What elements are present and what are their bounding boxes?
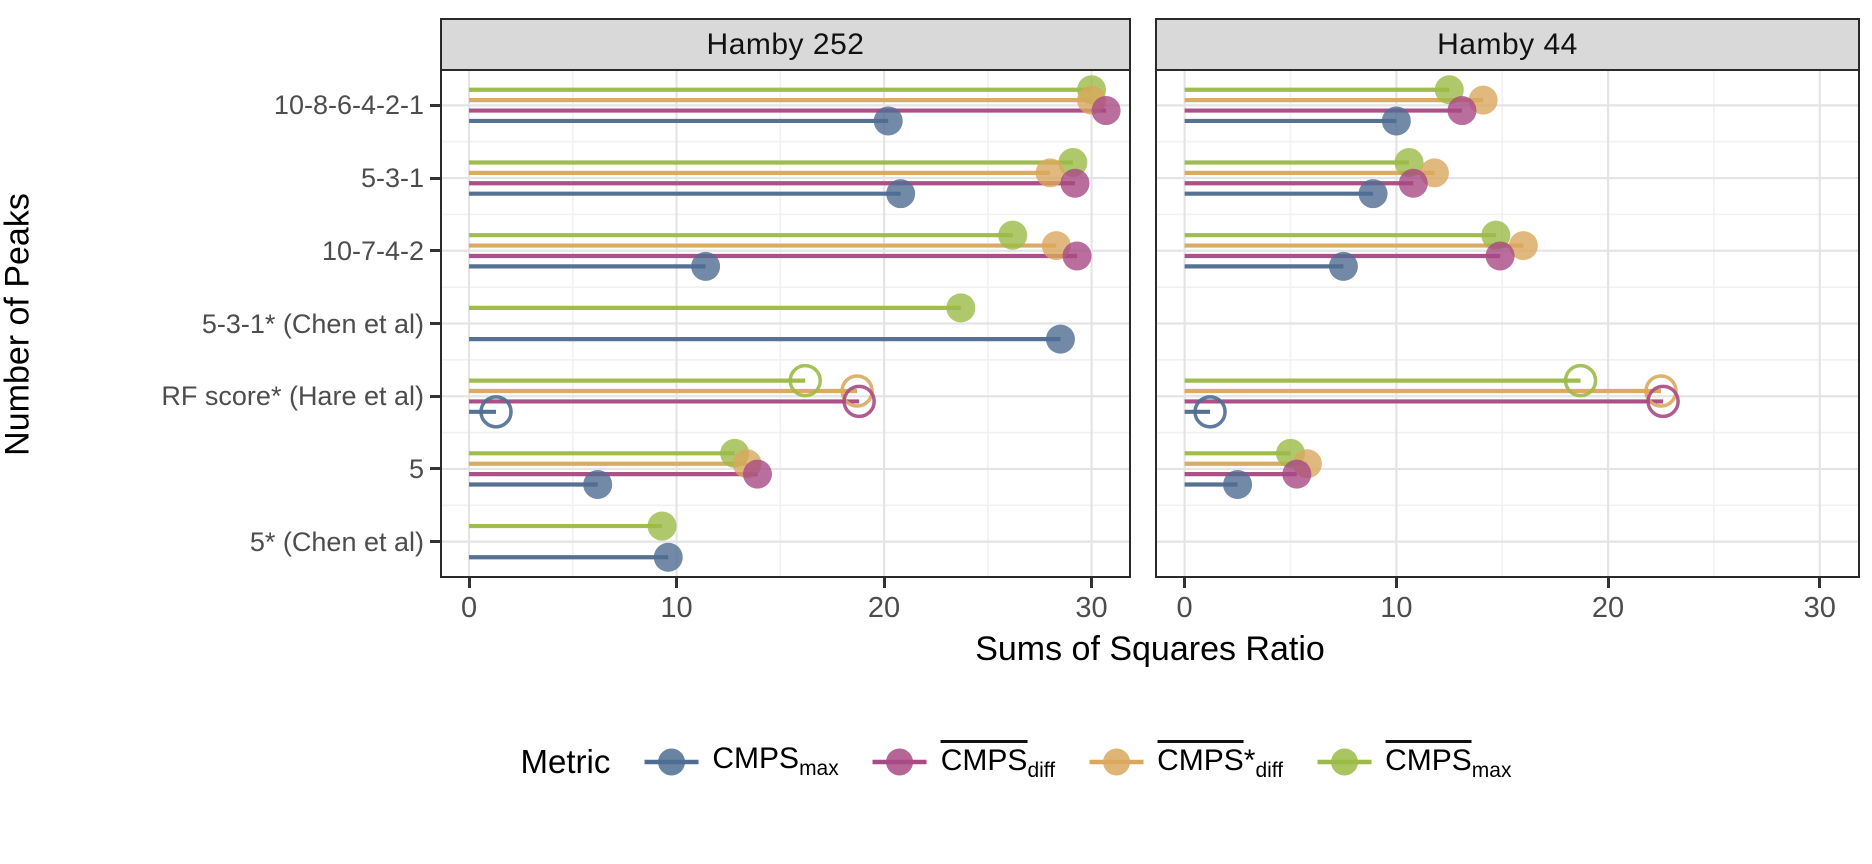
lollipop-dot <box>1328 251 1358 281</box>
plot-panel-hamby-44 <box>1155 69 1860 578</box>
y-axis-title: Number of Peaks <box>0 193 37 456</box>
lollipop-open-dot <box>1646 384 1680 419</box>
lollipop-open-dot <box>788 363 822 398</box>
lollipop-dot <box>1035 158 1065 188</box>
lollipop-dot <box>1060 168 1090 198</box>
y-category-label: 5-3-1* (Chen et al) <box>201 308 424 339</box>
legend-key-icon <box>872 748 927 775</box>
lollipop-dot <box>1381 106 1411 136</box>
lollipop-dot <box>1058 147 1088 177</box>
x-tick-label: 20 <box>1591 592 1625 624</box>
legend-item-3: CMPSmax <box>1315 740 1511 783</box>
lollipop-dot <box>653 542 683 572</box>
legend-items: CMPSmax CMPSdiff CMPS*diff CMPSmax <box>642 740 1511 783</box>
x-tick-label: 30 <box>1075 592 1108 624</box>
x-tick-mark <box>467 578 471 588</box>
lollipop-dot <box>946 293 976 323</box>
y-category-label: 5 <box>408 453 424 484</box>
facet-title-hamby-252: Hamby 252 <box>706 27 865 61</box>
facet-title-hamby-44: Hamby 44 <box>1437 27 1578 61</box>
lollipop-dot <box>1045 324 1075 354</box>
facet-strip-hamby-252: Hamby 252 <box>440 18 1131 71</box>
legend-item-0: CMPSmax <box>642 742 839 781</box>
legend-item-2: CMPS*diff <box>1087 740 1283 783</box>
y-tick-mark <box>430 322 440 325</box>
legend-item-1: CMPSdiff <box>871 740 1055 783</box>
lollipop-dot <box>1434 75 1464 105</box>
lollipop-dot <box>873 106 903 136</box>
x-tick-label: 0 <box>460 592 478 624</box>
y-tick-mark <box>430 467 440 471</box>
legend-item-label: CMPSmax <box>712 742 839 780</box>
lollipop-open-dot <box>479 395 513 429</box>
lollipop-dot <box>583 470 613 500</box>
legend-key-icon <box>1089 748 1144 775</box>
panel-plot-area-1 <box>1155 69 1860 578</box>
lollipop-dot <box>691 251 721 281</box>
legend-key-icon <box>644 748 699 775</box>
lollipop-dot <box>647 511 677 541</box>
plot-panel-hamby-252 <box>440 69 1131 578</box>
lollipop-dot <box>1223 470 1253 500</box>
x-tick-mark <box>1818 578 1822 588</box>
lollipop-dot <box>1398 168 1428 198</box>
lollipop-dot <box>886 179 916 209</box>
legend-key-icon <box>1317 748 1372 775</box>
y-category-label: 5-3-1 <box>360 163 424 194</box>
y-tick-mark <box>430 249 440 253</box>
lollipop-dot <box>1485 241 1515 271</box>
lollipop-dot <box>1447 96 1477 126</box>
y-category-label: 10-7-4-2 <box>321 235 424 266</box>
lollipop-open-dot <box>1193 395 1227 429</box>
y-category-label: 10-8-6-4-2-1 <box>273 90 424 121</box>
lollipop-dot <box>1282 459 1312 489</box>
x-tick-mark <box>675 578 679 588</box>
x-tick-mark <box>882 578 886 588</box>
legend-item-label: CMPSdiff <box>940 740 1055 783</box>
facet-strip-hamby-44: Hamby 44 <box>1155 18 1860 71</box>
x-tick-mark <box>1183 578 1187 588</box>
x-tick-mark <box>1394 578 1398 588</box>
legend-title: Metric <box>520 742 611 780</box>
lollipop-open-dot <box>842 384 876 419</box>
x-tick-mark <box>1090 578 1094 588</box>
lollipop-dot <box>1062 241 1092 271</box>
x-tick-label: 10 <box>660 592 693 624</box>
x-tick-label: 20 <box>867 592 901 624</box>
x-tick-label: 10 <box>1380 592 1413 624</box>
lollipop-dot <box>998 220 1028 250</box>
y-tick-mark <box>430 103 440 107</box>
y-tick-mark <box>430 540 440 544</box>
x-tick-mark <box>1606 578 1610 588</box>
legend-item-label: CMPS*diff <box>1157 740 1283 783</box>
y-category-label: RF score* (Hare et al) <box>161 381 424 412</box>
y-tick-mark <box>430 394 440 398</box>
y-tick-mark <box>430 176 440 180</box>
lollipop-dot <box>1508 231 1538 261</box>
lollipop-dot <box>1091 96 1121 126</box>
legend-item-label: CMPSmax <box>1385 740 1511 783</box>
y-category-label: 5* (Chen et al) <box>249 526 424 557</box>
x-tick-label: 0 <box>1176 592 1193 624</box>
lollipop-dot <box>1358 179 1388 209</box>
lollipop-dot <box>742 459 772 489</box>
lollipop-open-dot <box>1563 363 1598 398</box>
panel-plot-area-0 <box>440 69 1131 578</box>
x-tick-label: 30 <box>1803 592 1836 624</box>
legend: Metric CMPSmax CMPSdiff CMPS*diff CMPSmax <box>520 740 1511 783</box>
x-axis-title: Sums of Squares Ratio <box>975 630 1325 668</box>
